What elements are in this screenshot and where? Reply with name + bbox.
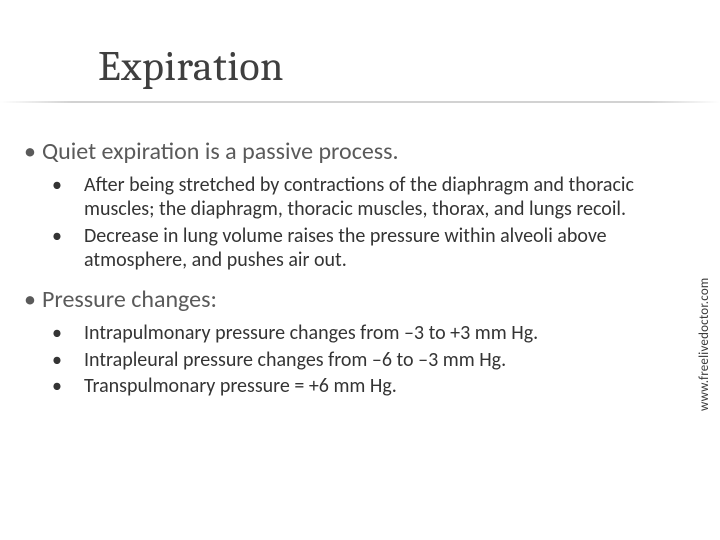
bullet-level2: After being stretched by contractions of… <box>68 173 664 222</box>
bullet-text: After being stretched by contractions of… <box>84 173 634 221</box>
bullet-subgroup: Intrapulmonary pressure changes from –3 … <box>68 321 664 398</box>
bullet-subgroup: After being stretched by contractions of… <box>68 173 664 273</box>
bullet-text: Decrease in lung volume raises the press… <box>84 224 607 272</box>
slide: Expiration Quiet expiration is a passive… <box>0 0 720 540</box>
slide-title: Expiration <box>98 42 284 91</box>
bullet-text: Intrapulmonary pressure changes from –3 … <box>84 321 538 345</box>
bullet-text: Intrapleural pressure changes from –6 to… <box>84 348 506 372</box>
title-block: Expiration <box>98 42 284 91</box>
bullet-level2: Decrease in lung volume raises the press… <box>68 224 664 273</box>
body-area: Quiet expiration is a passive process. A… <box>24 138 664 412</box>
bullet-level1: Pressure changes: <box>24 286 664 315</box>
bullet-text: Quiet expiration is a passive process. <box>42 137 399 166</box>
bullet-level2: Intrapleural pressure changes from –6 to… <box>68 348 664 372</box>
watermark-text: www.freelivedoctor.com <box>697 278 712 411</box>
bullet-text: Pressure changes: <box>42 285 217 314</box>
bullet-text: Transpulmonary pressure = +6 mm Hg. <box>84 374 397 398</box>
bullet-level2: Intrapulmonary pressure changes from –3 … <box>68 321 664 345</box>
bullet-level2: Transpulmonary pressure = +6 mm Hg. <box>68 374 664 398</box>
title-underline <box>0 101 720 103</box>
bullet-level1: Quiet expiration is a passive process. <box>24 138 664 167</box>
